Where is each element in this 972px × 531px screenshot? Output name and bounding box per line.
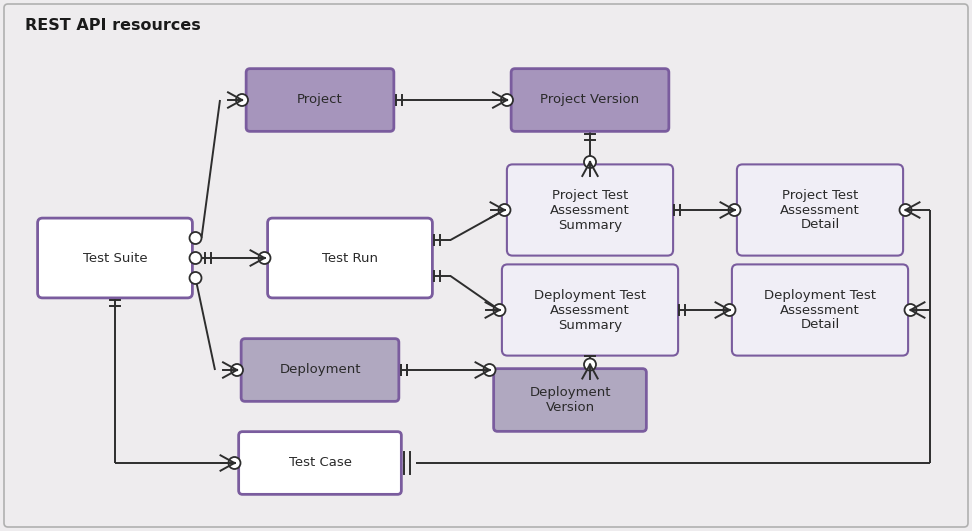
FancyBboxPatch shape (267, 218, 433, 298)
FancyBboxPatch shape (511, 68, 669, 131)
Circle shape (190, 232, 201, 244)
Circle shape (905, 304, 917, 316)
Circle shape (499, 204, 510, 216)
Circle shape (231, 364, 243, 376)
Text: Project: Project (297, 93, 343, 107)
Text: Test Suite: Test Suite (83, 252, 148, 264)
Text: Deployment Test
Assessment
Summary: Deployment Test Assessment Summary (534, 288, 646, 331)
Text: Project Test
Assessment
Summary: Project Test Assessment Summary (550, 189, 630, 232)
FancyBboxPatch shape (502, 264, 678, 356)
FancyBboxPatch shape (246, 68, 394, 131)
Text: Deployment: Deployment (279, 364, 361, 376)
Circle shape (236, 94, 248, 106)
Circle shape (483, 364, 496, 376)
Circle shape (584, 156, 596, 168)
FancyBboxPatch shape (494, 369, 646, 431)
Text: Project Test
Assessment
Detail: Project Test Assessment Detail (781, 189, 860, 232)
Circle shape (899, 204, 912, 216)
Text: Deployment Test
Assessment
Detail: Deployment Test Assessment Detail (764, 288, 876, 331)
FancyBboxPatch shape (241, 339, 399, 401)
FancyBboxPatch shape (239, 432, 401, 494)
Circle shape (728, 204, 741, 216)
Circle shape (190, 252, 201, 264)
Circle shape (190, 272, 201, 284)
Circle shape (228, 457, 240, 469)
Text: REST API resources: REST API resources (25, 18, 201, 33)
Circle shape (723, 304, 736, 316)
FancyBboxPatch shape (737, 165, 903, 255)
FancyBboxPatch shape (732, 264, 908, 356)
Circle shape (494, 304, 505, 316)
Circle shape (584, 358, 596, 371)
Circle shape (259, 252, 270, 264)
Text: Project Version: Project Version (540, 93, 640, 107)
FancyBboxPatch shape (38, 218, 192, 298)
Circle shape (501, 94, 513, 106)
Text: Deployment
Version: Deployment Version (529, 386, 610, 414)
FancyBboxPatch shape (507, 165, 673, 255)
Text: Test Run: Test Run (322, 252, 378, 264)
Text: Test Case: Test Case (289, 457, 352, 469)
